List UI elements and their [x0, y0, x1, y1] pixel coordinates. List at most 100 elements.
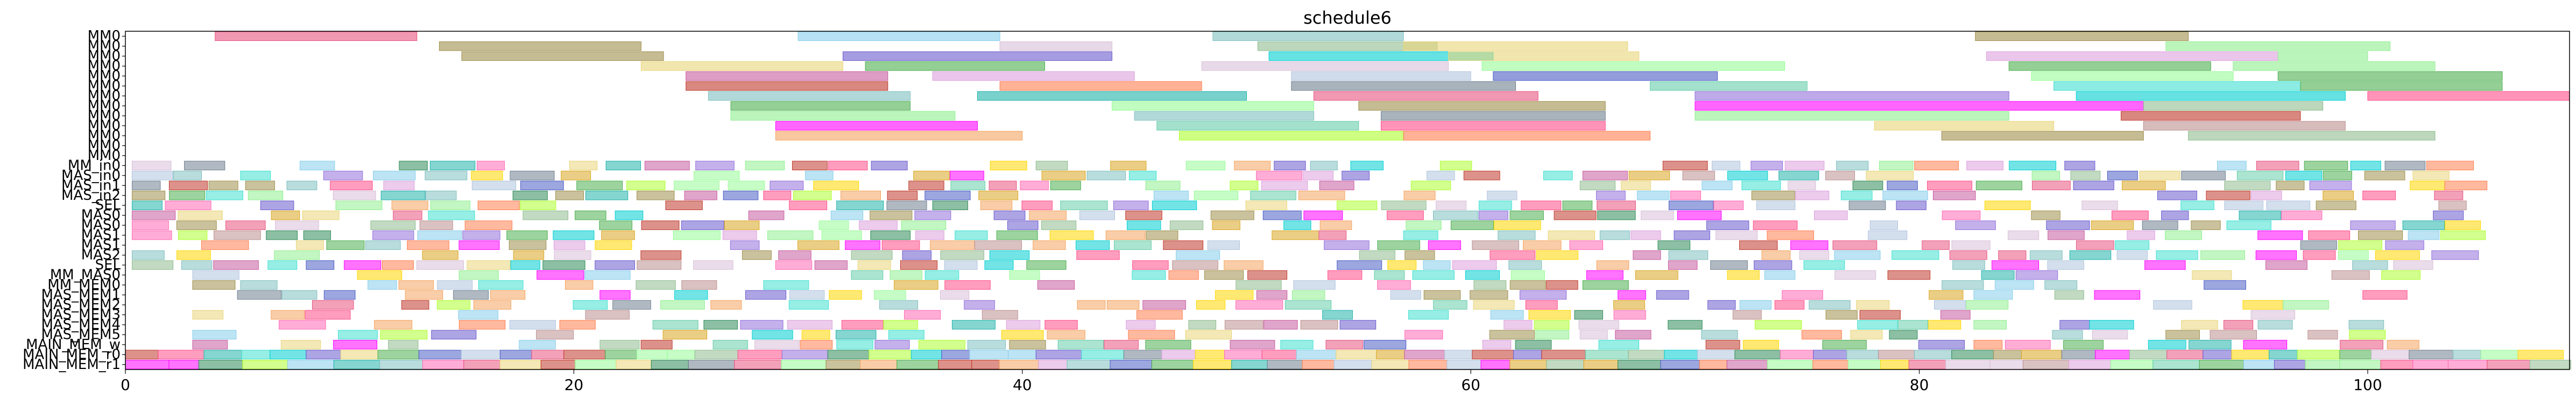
- task-bar: [418, 350, 462, 360]
- y-tick-label: MM_MAS0: [50, 267, 121, 283]
- task-bar: [1049, 230, 1094, 240]
- task-bar: [1473, 300, 1515, 310]
- task-bar: [1075, 240, 1110, 250]
- task-bar: [2305, 360, 2340, 370]
- task-bar: [1662, 161, 1708, 171]
- task-bar: [1328, 270, 1363, 280]
- task-bar: [2073, 180, 2114, 191]
- task-bar: [1840, 191, 1873, 200]
- task-bar: [1381, 121, 1606, 131]
- task-bar: [1535, 330, 1569, 340]
- task-bar: [275, 220, 319, 230]
- task-bar: [287, 360, 334, 370]
- task-bar: [1852, 180, 1883, 191]
- task-bar: [745, 290, 787, 300]
- task-bar: [781, 360, 827, 370]
- task-bar: [722, 230, 757, 240]
- chart-title: schedule6: [1303, 8, 1392, 28]
- task-bar: [694, 350, 738, 360]
- task-bar: [869, 350, 912, 360]
- task-bar: [1543, 171, 1573, 180]
- task-bar: [805, 171, 834, 180]
- task-bar: [2384, 161, 2426, 171]
- task-bar: [1945, 360, 1991, 370]
- task-bar: [728, 180, 765, 191]
- task-bar: [1298, 191, 1345, 200]
- task-bar: [870, 210, 913, 220]
- task-bar: [1336, 350, 1377, 360]
- task-bar: [132, 180, 161, 191]
- task-bar: [793, 191, 832, 200]
- task-bar: [1697, 350, 1735, 360]
- task-bar: [1489, 330, 1535, 340]
- task-bar: [2300, 81, 2503, 91]
- task-bar: [1628, 350, 1665, 360]
- task-bar: [703, 320, 738, 330]
- task-bar: [1185, 330, 1232, 340]
- task-bar: [599, 290, 631, 300]
- task-bar: [944, 280, 991, 290]
- task-bar: [667, 350, 695, 360]
- task-bar: [2308, 230, 2351, 240]
- task-bar: [1371, 360, 1409, 370]
- task-bar: [1498, 230, 1536, 240]
- task-bar: [192, 280, 236, 290]
- task-bar: [1035, 350, 1082, 360]
- task-bar: [2076, 91, 2346, 101]
- task-bar: [1751, 161, 1783, 171]
- task-bar: [1927, 180, 1973, 191]
- task-bar: [2348, 320, 2384, 330]
- task-bar: [2203, 350, 2232, 360]
- task-bar: [512, 191, 548, 200]
- task-bar: [1509, 280, 1546, 290]
- task-bar: [1628, 171, 1670, 180]
- task-bar: [1412, 270, 1455, 280]
- task-bar: [1403, 230, 1438, 240]
- task-bar: [1236, 280, 1282, 290]
- task-bar: [555, 191, 584, 200]
- task-bar: [1635, 270, 1678, 280]
- task-bar: [1439, 161, 1472, 171]
- task-bar: [2063, 340, 2104, 350]
- task-bar: [2364, 171, 2405, 180]
- task-bar: [1267, 360, 1303, 370]
- task-bar: [2092, 330, 2128, 340]
- task-bar: [1523, 240, 1562, 250]
- task-bar: [1212, 31, 1404, 41]
- task-bar: [1403, 41, 1628, 51]
- task-bar: [471, 171, 503, 180]
- task-bar: [419, 220, 453, 230]
- task-bar: [2091, 220, 2134, 230]
- task-bar: [1029, 210, 1067, 220]
- task-bar: [1508, 260, 1542, 270]
- task-bar: [1973, 320, 2007, 330]
- task-bar: [372, 230, 414, 240]
- task-bar: [851, 270, 884, 280]
- task-bar: [695, 161, 735, 171]
- task-bar: [1231, 360, 1268, 370]
- task-bar: [2309, 180, 2352, 191]
- task-bar: [1813, 350, 1847, 360]
- task-bar: [513, 250, 545, 260]
- task-bar: [1210, 210, 1254, 220]
- task-bar: [1487, 191, 1518, 200]
- task-bar: [989, 180, 1017, 191]
- task-bar: [391, 200, 428, 210]
- task-bar: [1579, 180, 1615, 191]
- task-bar: [1293, 280, 1336, 290]
- task-bar: [1381, 111, 1606, 121]
- task-bar: [280, 340, 321, 350]
- task-bar: [2338, 250, 2369, 260]
- task-bar: [1387, 260, 1417, 270]
- task-bar: [754, 340, 800, 350]
- task-bar: [1515, 340, 1552, 350]
- task-bar: [636, 280, 676, 290]
- task-bar: [428, 210, 475, 220]
- task-bar: [1942, 210, 1981, 220]
- task-bar: [693, 260, 733, 270]
- task-bar: [778, 250, 811, 260]
- task-bar: [748, 210, 785, 220]
- task-bar: [1597, 200, 1636, 210]
- task-bar: [1342, 171, 1370, 180]
